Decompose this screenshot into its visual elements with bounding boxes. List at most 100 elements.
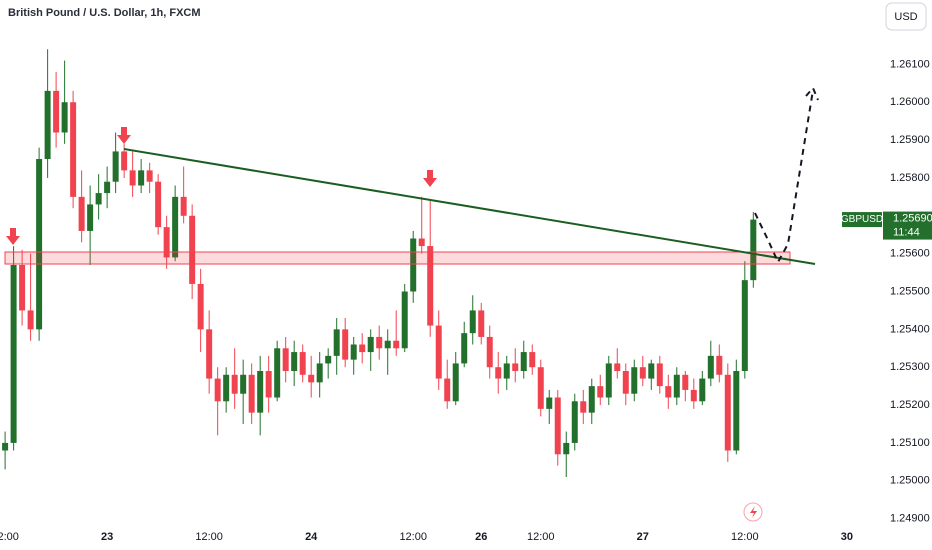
candle-body — [724, 374, 731, 451]
candle-body — [622, 371, 629, 394]
candle-body — [308, 374, 315, 383]
y-tick-label: 1.25100 — [890, 437, 930, 449]
candle-body — [274, 348, 281, 398]
candle-body — [112, 151, 119, 182]
resistance-zone — [4, 251, 791, 265]
candle-body — [529, 352, 536, 368]
candle-body — [61, 102, 68, 133]
event-bolt — [750, 506, 757, 518]
y-tick-label: 1.25300 — [890, 361, 930, 373]
candle-body — [231, 374, 238, 394]
x-tick-label: 24 — [305, 531, 318, 543]
x-tick-label: 12:00 — [195, 531, 223, 543]
x-tick-label: 23 — [101, 531, 113, 543]
candle-body — [240, 374, 247, 394]
countdown: 11:44 — [893, 226, 920, 238]
candle-body — [486, 336, 493, 368]
candle-body — [750, 219, 757, 281]
candle-body — [10, 265, 17, 443]
y-tick-label: 1.25800 — [890, 172, 930, 184]
candle-body — [588, 386, 595, 413]
candle-body — [282, 348, 289, 371]
projection-path — [754, 86, 819, 265]
candle-body — [44, 90, 51, 159]
x-tick-label: 12:00 — [527, 531, 555, 543]
x-tick-label: 12:00 — [399, 531, 427, 543]
y-tick-label: 1.24900 — [890, 513, 930, 525]
symbol-label: GBPUSD — [841, 214, 883, 225]
x-tick-label: 30 — [841, 531, 853, 543]
candle-body — [214, 378, 221, 402]
candle-body — [478, 310, 485, 337]
candle-body — [571, 401, 578, 443]
candle-body — [401, 291, 408, 349]
candle-body — [682, 374, 689, 390]
candle-body — [716, 355, 723, 375]
candle-body — [563, 442, 570, 455]
candle-body — [27, 310, 34, 330]
candle-body — [180, 196, 187, 216]
candle-body — [87, 204, 94, 231]
candle-body — [554, 397, 561, 455]
candle-body — [656, 363, 663, 387]
candle-body — [223, 374, 230, 402]
currency-button[interactable]: USD — [885, 2, 927, 31]
candle-body — [427, 246, 434, 326]
candle-body — [189, 215, 196, 284]
candle-body — [503, 363, 510, 379]
candle-body — [163, 227, 170, 258]
y-tick-label: 1.25600 — [890, 248, 930, 260]
candle-body — [384, 340, 391, 349]
candle-body — [342, 329, 349, 360]
y-tick-label: 1.26000 — [890, 96, 930, 108]
candle-body — [78, 196, 85, 231]
candle-body — [367, 336, 374, 353]
candle-body — [461, 333, 468, 364]
arrow — [117, 127, 131, 144]
candle-body — [512, 363, 519, 371]
candle-body — [155, 181, 162, 228]
candle-body — [19, 265, 26, 311]
candle-body — [104, 181, 111, 194]
candle-body — [325, 355, 332, 364]
candle-body — [36, 159, 43, 330]
candle-body — [172, 196, 179, 258]
price-box — [883, 211, 932, 240]
candle-body — [265, 371, 272, 398]
candle-body — [546, 397, 553, 409]
x-tick-label: 27 — [637, 531, 649, 543]
candle-body — [333, 329, 340, 356]
candle-body — [206, 329, 213, 379]
currency-label[interactable]: USD — [894, 11, 917, 23]
y-tick-label: 1.25900 — [890, 134, 930, 146]
button-frame[interactable] — [885, 2, 927, 31]
candle-body — [733, 371, 740, 451]
y-tick-label: 1.26100 — [890, 58, 930, 70]
candle-body — [70, 102, 77, 197]
candle-body — [580, 401, 587, 413]
candle-body — [605, 363, 612, 398]
last-price: 1.25690 — [893, 212, 932, 224]
candle-body — [393, 340, 400, 349]
candle-body — [316, 363, 323, 383]
candle-body — [673, 374, 680, 398]
arrow — [6, 228, 20, 245]
y-tick-label: 1.25200 — [890, 399, 930, 411]
candle-body — [53, 90, 60, 133]
candle-body — [665, 386, 672, 398]
candle-body — [197, 283, 204, 330]
candle-body — [707, 355, 714, 379]
candle-body — [435, 325, 442, 379]
y-tick-label: 1.25000 — [890, 475, 930, 487]
y-tick-label: 1.25500 — [890, 285, 930, 297]
candle-body — [2, 442, 9, 451]
candle-body — [597, 386, 604, 398]
x-tick-label: 12:00 — [0, 531, 19, 543]
y-tick-label: 1.25400 — [890, 323, 930, 335]
candle-body — [452, 363, 459, 402]
candle-body — [537, 367, 544, 409]
price-tag: GBPUSD 1.25690 11:44 — [841, 211, 932, 240]
candle-body — [418, 238, 425, 247]
candle-body — [359, 344, 366, 353]
